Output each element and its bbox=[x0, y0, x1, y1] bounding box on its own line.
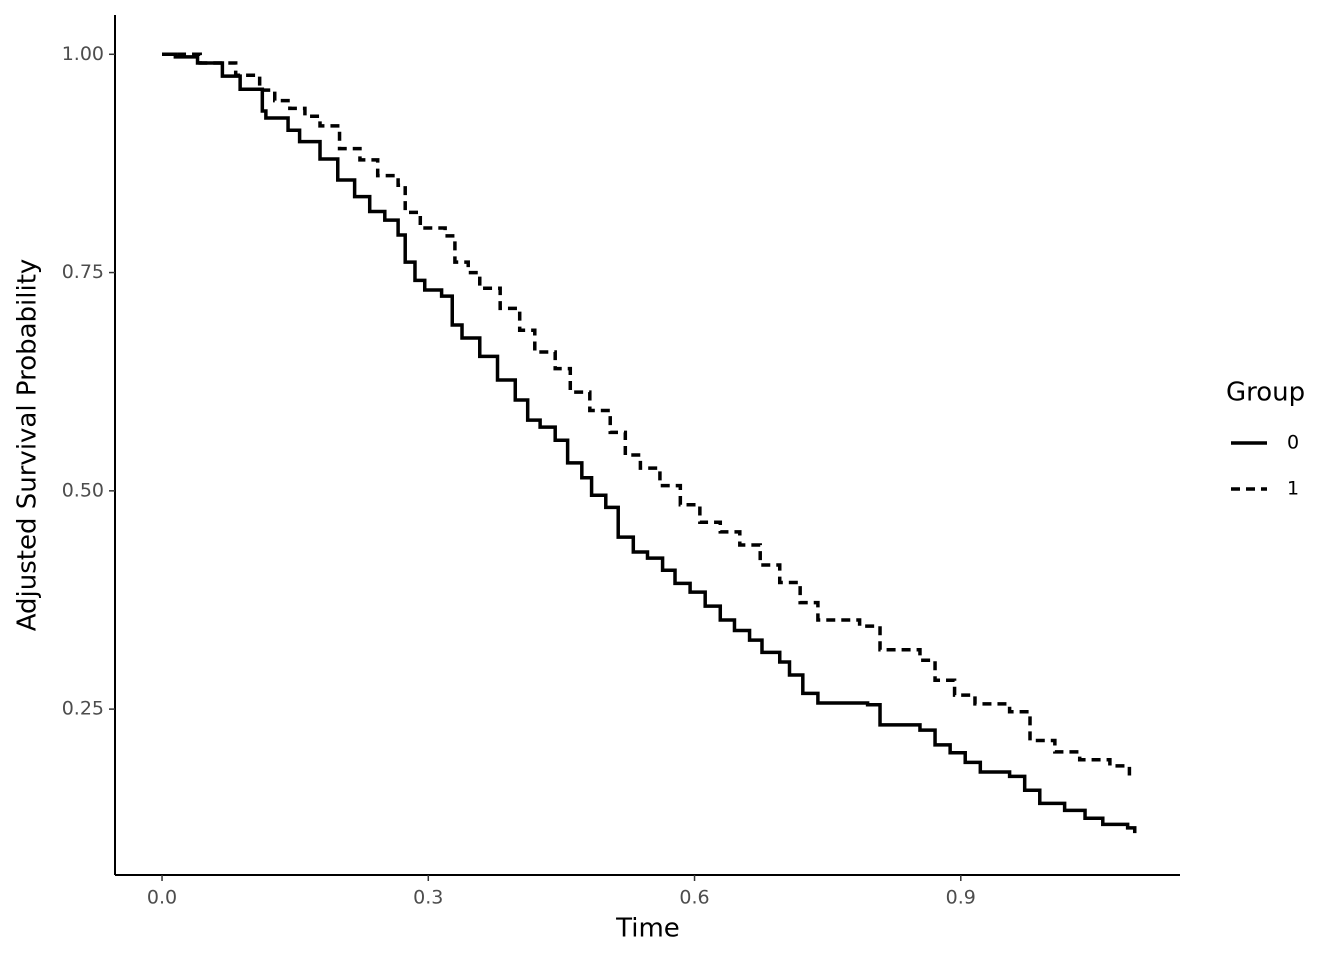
x-tick-label: 0.6 bbox=[679, 887, 709, 909]
legend-label: 0 bbox=[1287, 432, 1299, 454]
survival-curve bbox=[162, 52, 1137, 834]
y-tick-label: 0.50 bbox=[62, 479, 104, 501]
y-axis-title: Adjusted Survival Probability bbox=[13, 259, 43, 632]
legend-label: 1 bbox=[1287, 478, 1299, 500]
x-tick-label: 0.9 bbox=[946, 887, 976, 909]
x-tick-label: 0.3 bbox=[413, 887, 443, 909]
x-tick-label: 0.0 bbox=[147, 887, 177, 909]
y-tick-label: 0.75 bbox=[62, 261, 104, 283]
x-axis-title: Time bbox=[615, 914, 680, 944]
survival-curve bbox=[162, 52, 1132, 776]
y-tick-label: 0.25 bbox=[62, 698, 104, 720]
legend-title: Group bbox=[1226, 378, 1305, 408]
y-tick-label: 1.00 bbox=[62, 43, 104, 65]
